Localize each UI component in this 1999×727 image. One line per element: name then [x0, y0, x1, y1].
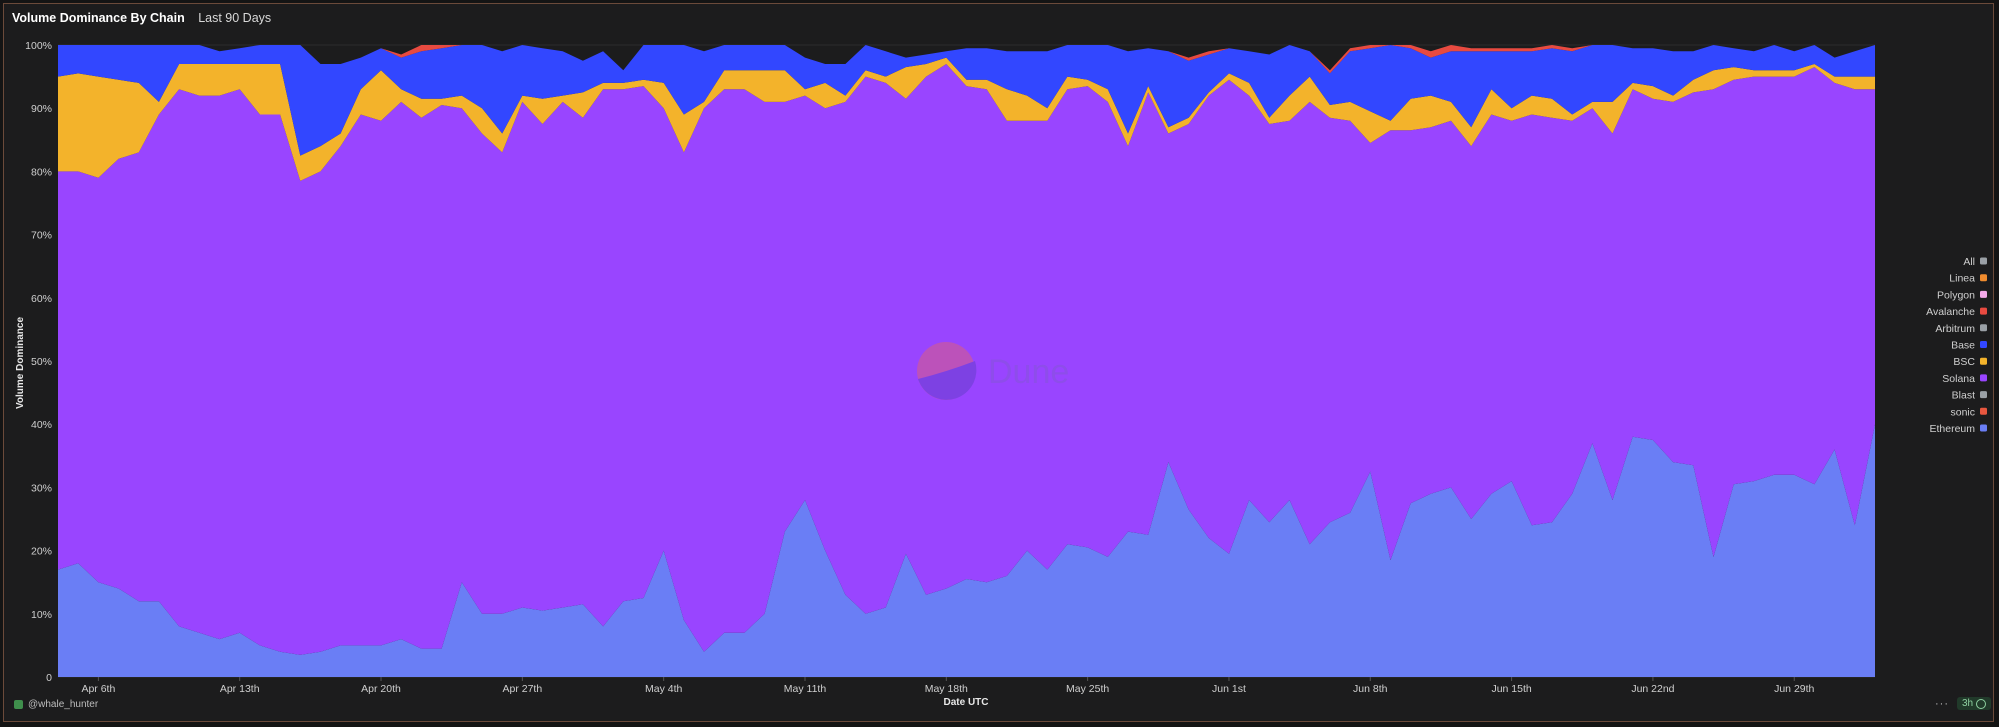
legend-swatch[interactable]	[1980, 424, 1987, 432]
x-tick-label: Jun 1st	[1212, 683, 1246, 695]
x-tick-label: Jun 22nd	[1631, 683, 1674, 695]
x-axis-label: Date UTC	[943, 697, 988, 708]
user-avatar-icon	[14, 700, 23, 709]
legend-label[interactable]: Linea	[1949, 273, 1975, 285]
legend-label[interactable]: sonic	[1950, 406, 1975, 418]
area-base[interactable]	[58, 45, 1875, 156]
legend-label[interactable]: Solana	[1942, 373, 1975, 385]
x-tick-label: May 4th	[645, 683, 683, 695]
y-tick-label: 100%	[25, 40, 52, 52]
x-tick-label: Apr 13th	[220, 683, 260, 695]
area-avalanche[interactable]	[58, 45, 1875, 74]
dune-logo-shade	[918, 361, 977, 400]
legend-label[interactable]: Polygon	[1937, 289, 1975, 301]
legend-swatch[interactable]	[1980, 391, 1987, 399]
legend-swatch[interactable]	[1980, 274, 1987, 282]
legend-swatch[interactable]	[1980, 407, 1987, 415]
x-tick-label: Jun 29th	[1774, 683, 1814, 695]
y-tick-label: 30%	[31, 482, 52, 494]
author-credit[interactable]: @whale_hunter	[14, 699, 98, 710]
x-tick-label: Jun 8th	[1353, 683, 1388, 695]
x-tick-label: Apr 27th	[502, 683, 542, 695]
legend-label[interactable]: Arbitrum	[1935, 323, 1975, 335]
stacked-areas	[58, 45, 1875, 677]
y-tick-label: 50%	[31, 356, 52, 368]
y-tick-label: 80%	[31, 166, 52, 178]
author-handle: @whale_hunter	[28, 699, 99, 710]
legend-swatch[interactable]	[1980, 324, 1987, 332]
refresh-age: 3h	[1962, 698, 1974, 709]
y-axis-label: Volume Dominance	[15, 317, 26, 409]
refresh-status-badge[interactable]: 3h	[1957, 697, 1992, 710]
legend-swatch[interactable]	[1980, 290, 1987, 298]
legend-label[interactable]: Avalanche	[1926, 306, 1975, 318]
legend-label[interactable]: BSC	[1953, 356, 1975, 368]
legend-swatch[interactable]	[1980, 341, 1987, 348]
x-tick-label: Apr 20th	[361, 683, 401, 695]
chart-title: Volume Dominance By Chain	[12, 11, 185, 25]
y-tick-label: 40%	[31, 419, 52, 431]
area-bsc[interactable]	[58, 57, 1875, 181]
x-tick-label: Apr 6th	[81, 683, 115, 695]
x-tick-label: May 18th	[925, 683, 968, 695]
y-tick-label: 0	[46, 672, 52, 684]
legend-swatch[interactable]	[1980, 257, 1987, 265]
y-tick-label: 90%	[31, 103, 52, 115]
legend-label[interactable]: Blast	[1952, 390, 1975, 402]
legend: All Linea Polygon Avalanche Arbitrum Base BSC S…	[1926, 256, 1987, 435]
more-options-icon[interactable]: ···	[1935, 697, 1949, 710]
chart-header: Volume Dominance By Chain Last 90 Days	[12, 11, 271, 25]
x-tick-label: May 25th	[1066, 683, 1109, 695]
y-tick-label: 60%	[31, 293, 52, 305]
x-tick-label: May 11th	[784, 683, 827, 695]
area-ethereum[interactable]	[58, 424, 1875, 677]
chart-footer-actions: ··· 3h	[1935, 697, 1992, 710]
dune-watermark-text: Dune	[988, 353, 1069, 391]
legend-swatch[interactable]	[1980, 307, 1987, 315]
y-tick-label: 10%	[31, 609, 52, 621]
legend-label[interactable]: Ethereum	[1929, 423, 1975, 435]
dune-logo-icon	[917, 342, 975, 400]
legend-swatch[interactable]	[1980, 357, 1987, 365]
legend-swatch[interactable]	[1980, 374, 1987, 382]
check-icon	[1976, 698, 1987, 709]
dune-watermark: Dune	[917, 342, 1069, 400]
y-tick-label: 70%	[31, 230, 52, 242]
legend-label[interactable]: All	[1963, 256, 1975, 268]
area-solana[interactable]	[58, 64, 1875, 655]
x-tick-label: Jun 15th	[1491, 683, 1531, 695]
legend-label[interactable]: Base	[1951, 340, 1975, 352]
y-axis-ticks: 0 10% 20% 30% 40% 50% 60% 70% 80% 90% 100%	[25, 40, 52, 684]
x-axis-ticks: Apr 6th Apr 13th Apr 20th Apr 27th May 4th Ma…	[81, 677, 1815, 695]
y-tick-label: 20%	[31, 546, 52, 558]
chart-subtitle: Last 90 Days	[198, 11, 272, 25]
